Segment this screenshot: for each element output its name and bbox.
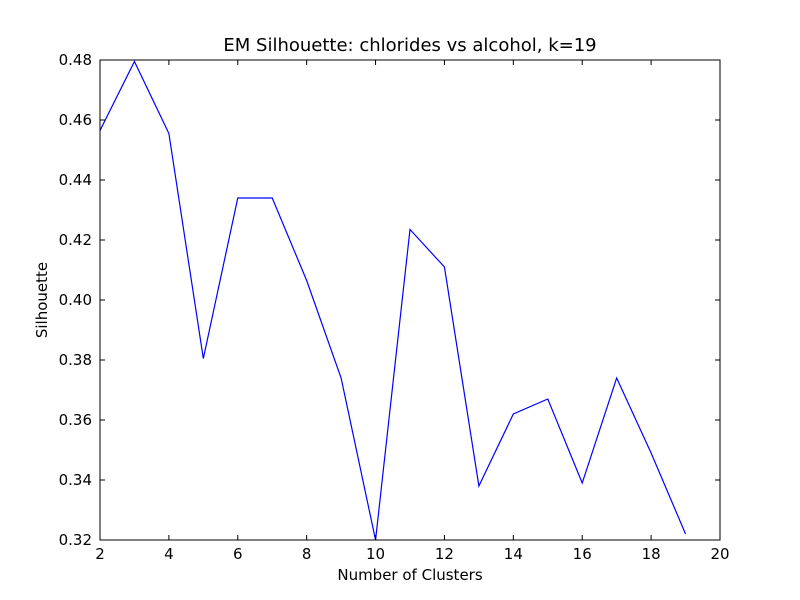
x-tick-label: 20	[710, 545, 729, 563]
x-axis-ticks: 2 4 6 8 10 12 14 16 18 20	[95, 60, 730, 563]
x-tick-label: 10	[366, 545, 385, 563]
y-tick-label: 0.34	[59, 471, 92, 489]
x-tick-label: 6	[233, 545, 243, 563]
x-tick-label: 18	[642, 545, 661, 563]
y-axis-label: Silhouette	[33, 262, 51, 338]
x-tick-label: 12	[435, 545, 454, 563]
x-tick-label: 4	[164, 545, 174, 563]
y-axis-ticks: 0.32 0.34 0.36 0.38 0.40 0.42 0.44 0.46 0.48	[59, 51, 720, 549]
x-tick-label: 14	[504, 545, 523, 563]
x-tick-label: 2	[95, 545, 105, 563]
chart-title: EM Silhouette: chlorides vs alcohol, k=1…	[223, 35, 596, 56]
y-tick-label: 0.32	[59, 531, 92, 549]
x-tick-label: 16	[573, 545, 592, 563]
y-tick-label: 0.48	[59, 51, 92, 69]
x-axis-label: Number of Clusters	[337, 566, 482, 584]
plot-area	[99, 60, 687, 541]
y-tick-label: 0.42	[59, 231, 92, 249]
y-tick-label: 0.46	[59, 111, 92, 129]
x-tick-label: 8	[302, 545, 312, 563]
y-tick-label: 0.38	[59, 351, 92, 369]
series-line	[99, 60, 687, 541]
y-tick-label: 0.36	[59, 411, 92, 429]
y-tick-label: 0.44	[59, 171, 92, 189]
y-tick-label: 0.40	[59, 291, 92, 309]
